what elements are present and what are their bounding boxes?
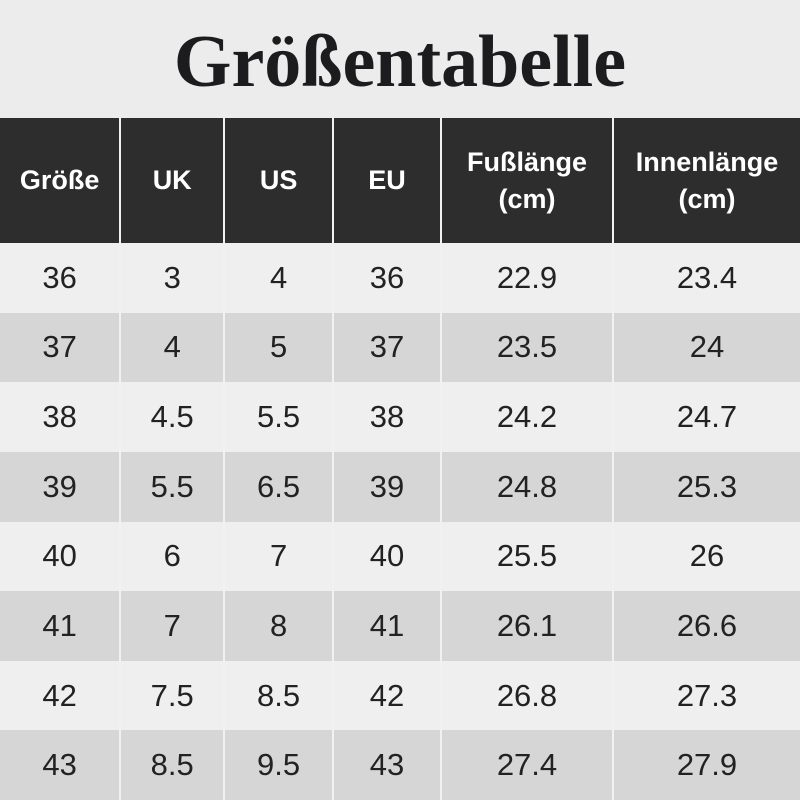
table-cell-eu: 39	[331, 451, 440, 522]
table-cell-eu: 42	[331, 660, 440, 731]
table-cell-eu: 41	[331, 591, 440, 661]
table-cell-eu: 36	[331, 243, 440, 313]
table-cell-uk: 8.5	[119, 730, 223, 800]
table-row-size-41: 41 7 8 41 26.1 26.6	[0, 591, 800, 661]
table-cell-eu: 43	[331, 730, 440, 800]
table-cell-fusslaenge-cm: 23.5	[439, 312, 612, 383]
table-cell-innenlaenge-cm: 27.9	[611, 730, 800, 800]
column-header-groesse: Größe	[19, 165, 100, 196]
column-header-uk: UK	[119, 118, 223, 243]
table-cell-us: 7	[223, 521, 332, 592]
table-cell-groesse: 38	[42, 399, 77, 435]
table-header-row: Größe UK US EU Fußlänge (cm) Innenlänge (cm)	[0, 118, 800, 243]
table-cell-fusslaenge-cm: 25.5	[439, 521, 612, 592]
table-cell-us: 8	[223, 591, 332, 661]
column-header-innenlaenge-cm: Innenlänge (cm)	[611, 118, 800, 243]
table-cell-eu: 40	[331, 521, 440, 592]
table-row-size-38: 38 4.5 5.5 38 24.2 24.7	[0, 382, 800, 452]
title-section: Größentabelle	[0, 0, 800, 118]
table-cell-us: 6.5	[223, 451, 332, 522]
table-cell-innenlaenge-cm: 26.6	[611, 591, 800, 661]
table-cell-us: 8.5	[223, 660, 332, 731]
table-cell-uk: 3	[119, 243, 223, 313]
table-row-size-42: 42 7.5 8.5 42 26.8 27.3	[0, 660, 800, 731]
table-cell-us: 5.5	[223, 382, 332, 452]
table-cell-groesse: 36	[42, 259, 77, 295]
column-header-eu: EU	[331, 118, 440, 243]
table-cell-innenlaenge-cm: 27.3	[611, 660, 800, 731]
table-cell-groesse: 39	[42, 468, 77, 504]
page-title: Größentabelle	[173, 21, 627, 103]
table-cell-groesse: 37	[42, 329, 77, 365]
table-cell-fusslaenge-cm: 24.8	[439, 451, 612, 522]
table-cell-uk: 4	[119, 312, 223, 383]
table-cell-innenlaenge-cm: 24	[611, 312, 800, 383]
table-cell-uk: 5.5	[119, 451, 223, 522]
table-row-size-39: 39 5.5 6.5 39 24.8 25.3	[0, 451, 800, 522]
table-cell-eu: 38	[331, 382, 440, 452]
table-cell-groesse: 40	[42, 538, 77, 574]
table-cell-innenlaenge-cm: 25.3	[611, 451, 800, 522]
table-row-size-40: 40 6 7 40 25.5 26	[0, 521, 800, 592]
size-table: Größe UK US EU Fußlänge (cm) Innenlänge (cm) …	[0, 118, 800, 800]
table-row-size-36: 36 3 4 36 22.9 23.4	[0, 243, 800, 313]
table-cell-eu: 37	[331, 312, 440, 383]
table-cell-fusslaenge-cm: 26.1	[439, 591, 612, 661]
table-cell-fusslaenge-cm: 22.9	[439, 243, 612, 313]
table-cell-fusslaenge-cm: 24.2	[439, 382, 612, 452]
table-cell-uk: 7	[119, 591, 223, 661]
table-row-size-43: 43 8.5 9.5 43 27.4 27.9	[0, 730, 800, 800]
column-header-us: US	[223, 118, 332, 243]
table-cell-us: 9.5	[223, 730, 332, 800]
table-cell-groesse: 43	[42, 747, 77, 783]
table-cell-uk: 6	[119, 521, 223, 592]
table-cell-fusslaenge-cm: 26.8	[439, 660, 612, 731]
table-cell-us: 5	[223, 312, 332, 383]
table-cell-fusslaenge-cm: 27.4	[439, 730, 612, 800]
table-cell-uk: 4.5	[119, 382, 223, 452]
table-cell-innenlaenge-cm: 23.4	[611, 243, 800, 313]
table-body: 36 3 4 36 22.9 23.4 37 4 5 37 23.5 24 38 4.5 5.5 38 24.2…	[0, 243, 800, 800]
table-cell-groesse: 42	[42, 677, 77, 713]
table-cell-groesse: 41	[42, 607, 77, 643]
table-cell-us: 4	[223, 243, 332, 313]
column-header-fusslaenge-cm: Fußlänge (cm)	[439, 118, 612, 243]
table-cell-uk: 7.5	[119, 660, 223, 731]
table-row-size-37: 37 4 5 37 23.5 24	[0, 312, 800, 383]
table-cell-innenlaenge-cm: 24.7	[611, 382, 800, 452]
table-cell-innenlaenge-cm: 26	[611, 521, 800, 592]
